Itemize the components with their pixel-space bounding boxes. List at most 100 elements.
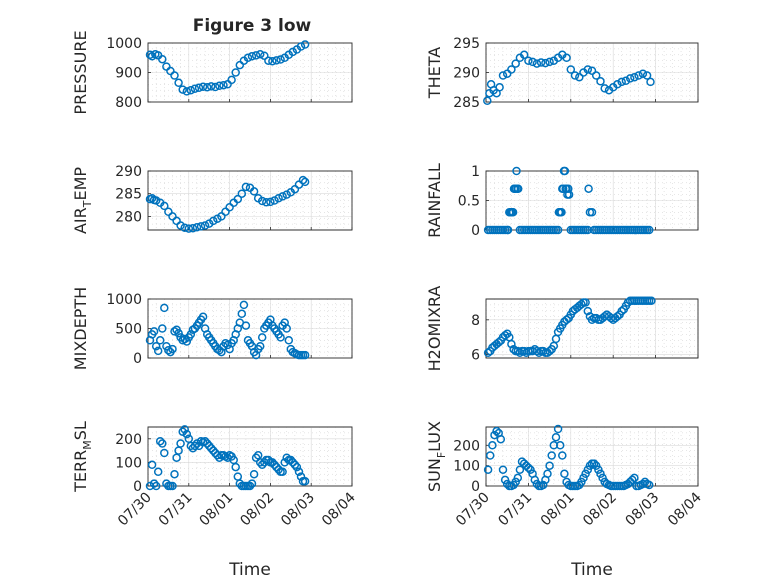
data-point — [180, 425, 189, 434]
data-point — [512, 166, 521, 176]
x-tick-label: 08/03 — [623, 490, 663, 530]
data-point — [628, 475, 637, 485]
y-tick-label: 1000 — [106, 36, 142, 52]
subplot-6: 6 8 H2OMIXRA — [425, 286, 699, 372]
data-point — [149, 327, 159, 336]
data-point — [547, 451, 556, 460]
axes-background — [147, 426, 353, 487]
data-point — [251, 453, 261, 462]
data-point — [276, 333, 285, 342]
data-point — [492, 426, 501, 436]
data-point — [483, 96, 492, 106]
data-point — [284, 336, 294, 345]
y-tick-label: 290 — [453, 66, 480, 82]
data-point — [538, 480, 548, 490]
data-point — [581, 298, 590, 307]
y-tick-label: 200 — [453, 438, 480, 454]
y-axis-label: THETA — [425, 47, 444, 99]
data-point — [617, 77, 626, 87]
data-point — [209, 446, 218, 455]
data-point — [249, 187, 259, 196]
data-point — [524, 463, 533, 472]
y-tick-label: 200 — [115, 432, 142, 448]
data-point — [282, 324, 291, 333]
axes-background — [147, 170, 353, 231]
data-point — [155, 436, 165, 446]
data-point — [164, 346, 173, 355]
data-point — [211, 82, 220, 92]
y-axis-label: H2OMIXRA — [425, 286, 444, 372]
data-point — [560, 469, 569, 479]
y-axis-label: TERRMSL — [71, 421, 94, 493]
data-point — [298, 175, 308, 185]
y-tick-label: 285 — [115, 187, 142, 203]
data-point — [160, 448, 169, 458]
data-point — [186, 330, 196, 339]
subplot-1: 800 900 1000 PRESSURE — [71, 30, 353, 115]
data-point — [192, 223, 202, 232]
data-point — [621, 76, 631, 86]
data-point — [288, 458, 298, 467]
data-point — [566, 65, 576, 74]
data-point — [564, 190, 574, 199]
data-point — [153, 346, 163, 356]
data-point — [600, 84, 609, 93]
y-tick-label: 0 — [471, 223, 480, 239]
data-point — [219, 80, 228, 90]
subplot-7: 0 100 200 TERRMSL 07/30 07/31 08/01 08/02 08/03 0… — [71, 421, 359, 580]
data-point — [513, 184, 523, 193]
y-axis-label: SUNFLUX — [425, 421, 448, 492]
data-point — [647, 296, 656, 305]
y-tick-label: 100 — [115, 455, 142, 471]
y-axis-label: PRESSURE — [71, 30, 90, 114]
x-axis-label: Time — [228, 560, 271, 580]
data-point — [513, 473, 523, 483]
data-point — [613, 312, 622, 321]
data-point — [524, 56, 533, 65]
data-point — [221, 339, 230, 348]
data-point — [180, 334, 189, 344]
x-tick-label: 08/02 — [580, 490, 620, 530]
data-point — [560, 166, 570, 176]
data-point — [168, 344, 177, 354]
data-point — [526, 465, 535, 474]
data-point — [496, 434, 506, 444]
y-tick-label: 6 — [471, 348, 480, 364]
data-point — [638, 69, 648, 78]
data-point — [251, 51, 261, 60]
data-point — [300, 40, 310, 49]
axes-frame — [147, 170, 353, 231]
data-point — [562, 315, 571, 325]
data-point — [155, 336, 165, 345]
data-point — [646, 77, 655, 87]
data-point — [209, 216, 218, 226]
data-point — [262, 198, 271, 207]
data-point — [213, 451, 222, 460]
y-tick-label: 1000 — [106, 292, 142, 308]
data-point — [278, 192, 287, 201]
data-point — [151, 341, 161, 351]
data-point — [290, 460, 300, 470]
y-tick-label: 0 — [133, 479, 142, 495]
data-point — [178, 85, 187, 94]
y-tick-label: 285 — [453, 95, 480, 111]
data-point — [596, 469, 605, 479]
y-axis-label: MIXDEPTH — [71, 287, 90, 370]
axes-frame — [147, 42, 353, 103]
data-point — [570, 71, 580, 80]
data-point — [160, 201, 169, 211]
y-tick-label: 800 — [115, 95, 142, 111]
data-point — [247, 479, 257, 488]
data-point — [511, 59, 520, 68]
subplot-3: 280 285 290 AIRTEMP — [71, 164, 353, 234]
data-point — [502, 69, 512, 78]
data-point — [564, 184, 573, 193]
data-point — [168, 481, 177, 491]
data-point — [551, 432, 561, 442]
data-point — [495, 83, 504, 92]
data-point — [503, 225, 513, 235]
data-point — [634, 71, 643, 80]
data-point — [558, 184, 568, 193]
